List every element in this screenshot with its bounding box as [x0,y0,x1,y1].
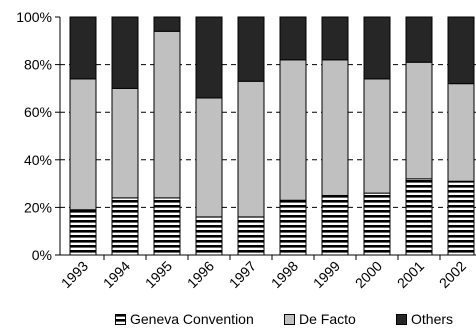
x-tick-label-1998: 1998 [268,258,301,291]
bar-segment-de-facto-1997 [237,80,265,218]
bar-segment-de-facto-1998 [279,59,307,201]
bar-segment-de-facto-1993 [69,78,97,211]
bar-segment-others-1998 [279,16,307,61]
y-tick-label: 100% [16,9,52,25]
legend-swatch-others [396,313,407,325]
y-tick-label: 0% [32,247,52,263]
bar-segment-de-facto-1995 [153,30,181,199]
x-tick-label-1996: 1996 [184,258,217,291]
bar-segment-geneva-convention-1999 [321,195,349,256]
bar-segment-geneva-convention-2000 [363,192,391,256]
bar-segment-geneva-convention-2001 [405,178,433,256]
legend-label-others: Others [411,311,454,327]
bar-segment-de-facto-1999 [321,59,349,197]
bar-segment-de-facto-2002 [447,83,475,182]
bar-segment-others-1997 [237,16,265,82]
bar-segment-geneva-convention-1998 [279,199,307,256]
bar-segment-others-1995 [153,16,181,32]
legend-item-de-facto: De Facto [284,310,356,328]
x-tick-label-1995: 1995 [142,258,175,291]
bar-segment-geneva-convention-1993 [69,209,97,256]
bar-segment-others-1994 [111,16,139,89]
bar-segment-de-facto-1994 [111,87,139,199]
x-tick-label-2001: 2001 [394,258,427,291]
y-tick-label: 40% [24,152,52,168]
legend-item-others: Others [396,310,453,328]
y-tick-label: 20% [24,199,52,215]
x-tick-label-1993: 1993 [58,258,91,291]
bar-segment-geneva-convention-1996 [195,216,223,256]
x-tick-label-1999: 1999 [310,258,343,291]
bar-segment-others-1993 [69,16,97,80]
stacked-bar-chart: 0% 20% 40% 60% 80% 100% 1993 1994 1995 1996 1997 19… [16,9,476,291]
y-tick-label: 80% [24,57,52,73]
x-tick-label-1997: 1997 [226,258,259,291]
bar-segment-geneva-convention-1994 [111,197,139,256]
x-tick-label-1994: 1994 [100,258,133,291]
x-tick-label-2000: 2000 [352,258,385,291]
bar-segment-others-2000 [363,16,391,80]
legend-swatch-de-facto [284,313,295,325]
bar-segment-geneva-convention-2002 [447,180,475,256]
bar-segment-others-2002 [447,16,475,85]
bar-segment-geneva-convention-1997 [237,216,265,256]
legend-swatch-geneva-convention [115,313,126,325]
y-tick-label: 60% [24,104,52,120]
legend-label-geneva-convention: Geneva Convention [130,311,254,327]
legend-item-geneva-convention: Geneva Convention [115,310,254,328]
bar-segment-de-facto-1996 [195,97,223,218]
bar-segment-geneva-convention-1995 [153,197,181,256]
bar-segment-others-1999 [321,16,349,61]
x-tick-label-2002: 2002 [436,258,469,291]
bar-segment-others-2001 [405,16,433,63]
legend-label-de-facto: De Facto [299,311,356,327]
legend: Geneva Convention De Facto Others [0,310,476,328]
bar-segment-de-facto-2001 [405,61,433,180]
bar-segment-others-1996 [195,16,223,99]
bar-segment-de-facto-2000 [363,78,391,194]
